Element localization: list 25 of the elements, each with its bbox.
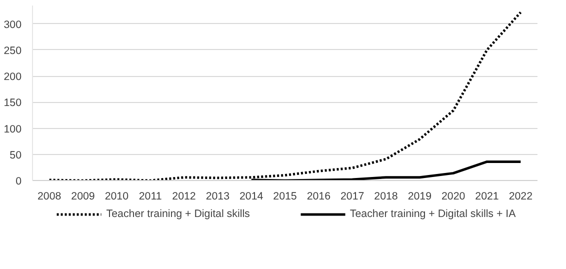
x-tick-label: 2021 xyxy=(475,190,499,202)
line-series xyxy=(48,11,522,180)
y-tick-label: 300 xyxy=(4,18,22,31)
x-tick-label: 2016 xyxy=(306,190,331,202)
y-tick-label: 100 xyxy=(4,123,22,136)
legend-label: Teacher training + Digital skills + IA xyxy=(350,208,516,220)
y-tick-label: 200 xyxy=(4,71,22,84)
x-tick-label: 2012 xyxy=(172,190,196,202)
y-tick-label: 0 xyxy=(16,176,22,188)
y-tick-label: 50 xyxy=(10,149,22,162)
y-tick-label: 250 xyxy=(4,44,22,57)
x-tick-label: 2014 xyxy=(239,190,264,202)
x-tick-label: 2020 xyxy=(441,190,466,202)
x-tick-label: 2011 xyxy=(138,190,162,202)
x-tick-label: 2009 xyxy=(71,190,95,202)
x-tick-label: 2013 xyxy=(206,190,230,202)
x-tick-label: 2018 xyxy=(374,190,398,202)
x-tick-label: 2019 xyxy=(408,190,432,202)
x-tick-label: 2017 xyxy=(340,190,364,202)
legend-label: Teacher training + Digital skills xyxy=(106,208,250,220)
y-tick-label: 150 xyxy=(4,97,22,110)
x-tick-label: 2015 xyxy=(273,190,297,202)
x-tick-label: 2010 xyxy=(104,190,129,202)
x-tick-label: 2008 xyxy=(37,190,62,202)
x-tick-label: 2022 xyxy=(508,190,533,202)
